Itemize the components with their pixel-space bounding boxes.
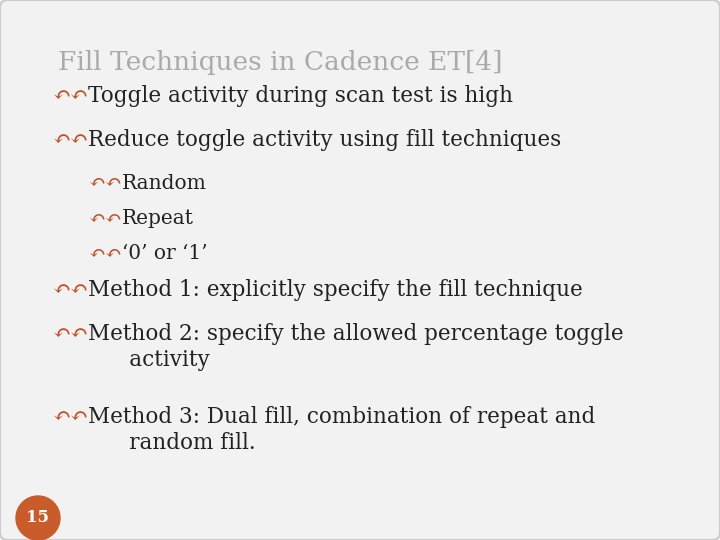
Text: Fill Techniques in Cadence ET[4]: Fill Techniques in Cadence ET[4] [58, 50, 503, 75]
Text: Reduce toggle activity using fill techniques: Reduce toggle activity using fill techni… [88, 129, 562, 151]
Circle shape [16, 496, 60, 540]
Text: ↶↶: ↶↶ [52, 85, 88, 107]
Text: ↶↶: ↶↶ [52, 323, 88, 345]
Text: Method 3: Dual fill, combination of repeat and
      random fill.: Method 3: Dual fill, combination of repe… [88, 406, 595, 454]
Text: ↶↶: ↶↶ [88, 244, 122, 263]
Text: 15: 15 [27, 510, 50, 526]
Text: Repeat: Repeat [122, 208, 194, 228]
Text: Random: Random [122, 173, 207, 193]
Text: ↶↶: ↶↶ [52, 129, 88, 151]
Text: ‘0’ or ‘1’: ‘0’ or ‘1’ [122, 244, 207, 263]
Text: Method 2: specify the allowed percentage toggle
      activity: Method 2: specify the allowed percentage… [88, 323, 624, 370]
Text: ↶↶: ↶↶ [88, 208, 122, 228]
Text: Method 1: explicitly specify the fill technique: Method 1: explicitly specify the fill te… [88, 279, 582, 301]
Text: ↶↶: ↶↶ [52, 279, 88, 301]
Text: Toggle activity during scan test is high: Toggle activity during scan test is high [88, 85, 513, 107]
Text: ↶↶: ↶↶ [52, 406, 88, 428]
Text: ↶↶: ↶↶ [88, 173, 122, 193]
